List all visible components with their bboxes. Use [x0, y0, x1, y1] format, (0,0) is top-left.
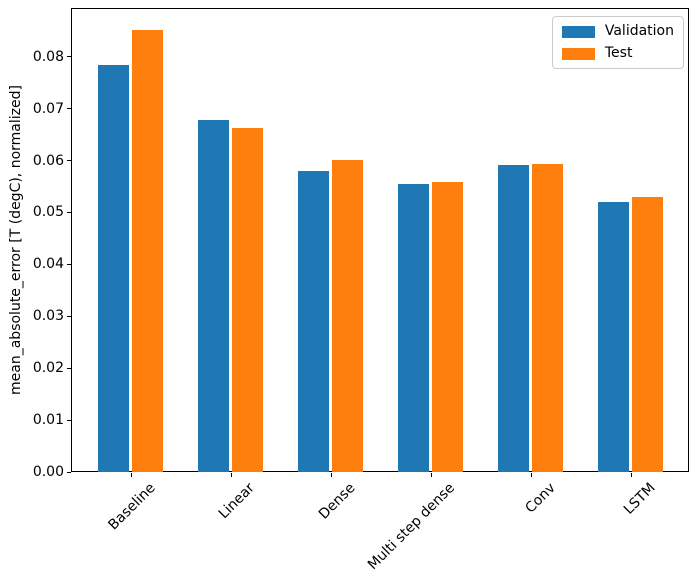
y-tick-mark — [67, 263, 71, 265]
y-tick-mark — [67, 160, 71, 162]
bar-validation-baseline — [98, 64, 129, 472]
bar-validation-linear — [198, 119, 229, 472]
test-swatch-icon — [561, 47, 595, 60]
y-tick-label: 0.02 — [32, 360, 64, 377]
x-tick-label-lstm: LSTM — [620, 480, 659, 518]
legend-entry-test: Test — [561, 45, 674, 62]
legend: Validation Test — [551, 16, 684, 69]
y-tick-label: 0.04 — [32, 256, 64, 273]
y-tick-label: 0.03 — [32, 308, 64, 325]
x-tick-mark — [331, 473, 332, 477]
bar-test-multi-step-dense — [432, 182, 463, 472]
x-tick-mark — [531, 473, 532, 477]
x-tick-mark — [431, 473, 432, 477]
x-tick-mark — [131, 473, 132, 477]
y-tick-mark — [67, 471, 71, 473]
legend-entry-validation: Validation — [561, 23, 674, 40]
bar-test-conv — [532, 163, 563, 472]
x-tick-mark — [231, 473, 232, 477]
bar-validation-lstm — [598, 202, 629, 472]
legend-label-validation: Validation — [604, 23, 674, 39]
y-tick-mark — [67, 315, 71, 317]
y-tick-label: 0.05 — [32, 204, 64, 221]
bar-test-lstm — [632, 197, 663, 472]
x-tick-label-dense: Dense — [315, 480, 359, 523]
bar-test-dense — [332, 160, 363, 472]
y-tick-mark — [67, 211, 71, 213]
y-tick-label: 0.00 — [32, 464, 64, 480]
x-tick-label-multi-step-dense: Multi step dense — [365, 480, 459, 574]
y-tick-label: 0.07 — [32, 100, 64, 117]
y-tick-label: 0.08 — [32, 48, 64, 65]
bar-validation-multi-step-dense — [398, 184, 429, 472]
x-tick-label-baseline: Baseline — [105, 480, 159, 534]
bar-validation-conv — [498, 165, 529, 472]
y-tick-mark — [67, 108, 71, 110]
x-tick-label-conv: Conv — [521, 480, 559, 517]
x-tick-label-linear: Linear — [216, 480, 259, 523]
bar-test-baseline — [132, 29, 163, 472]
y-tick-label: 0.06 — [32, 152, 64, 169]
bar-validation-dense — [298, 171, 329, 472]
bar-test-linear — [232, 127, 263, 472]
legend-label-test: Test — [604, 45, 633, 61]
y-axis-label: mean_absolute_error [T (degC), normalize… — [8, 85, 24, 395]
y-tick-mark — [67, 56, 71, 58]
y-tick-label: 0.01 — [32, 412, 64, 429]
x-tick-mark — [631, 473, 632, 477]
y-tick-mark — [67, 419, 71, 421]
y-tick-mark — [67, 367, 71, 369]
plot-area — [71, 8, 689, 472]
validation-swatch-icon — [561, 25, 595, 38]
